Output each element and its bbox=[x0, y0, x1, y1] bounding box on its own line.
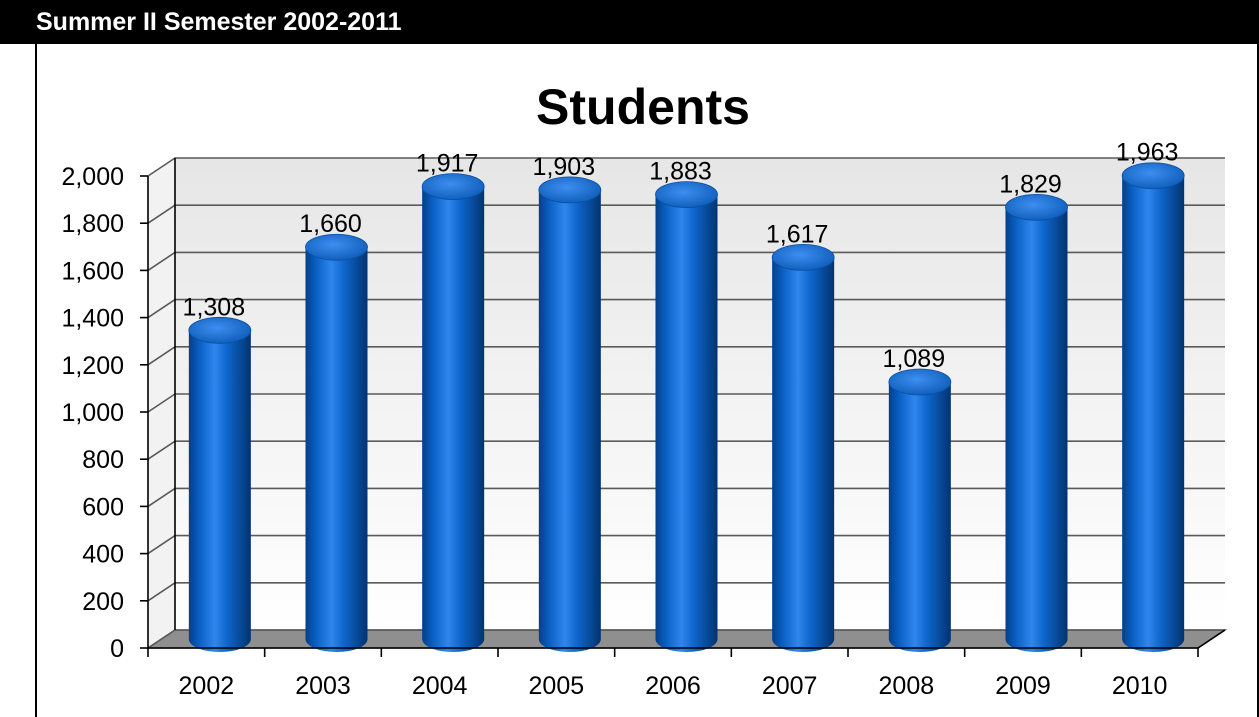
chart-title: Students bbox=[536, 79, 750, 135]
data-label: 1,660 bbox=[299, 210, 362, 238]
chart-frame bbox=[35, 44, 1259, 717]
bar bbox=[655, 181, 718, 652]
x-axis-depth-line bbox=[1197, 629, 1226, 649]
bar bbox=[1121, 162, 1185, 652]
x-tick-label: 2003 bbox=[295, 672, 351, 700]
data-label: 1,308 bbox=[183, 293, 246, 321]
y-axis: 0 200 400 600 800 1,000 1,200 1,400 1,600 1,800 2,… bbox=[61, 158, 176, 663]
bar-body bbox=[538, 189, 601, 652]
data-label: 1,917 bbox=[416, 150, 479, 178]
bar bbox=[538, 176, 602, 652]
y-tick-label: 600 bbox=[82, 493, 124, 521]
y-tick-label: 1,200 bbox=[61, 352, 124, 380]
bar-top bbox=[655, 181, 718, 209]
header-title: Summer II Semester 2002-2011 bbox=[36, 8, 402, 36]
x-tick-label: 2008 bbox=[879, 672, 935, 700]
y-tick-label: 1,800 bbox=[61, 210, 124, 238]
data-labels: 1,308 1,660 1,917 1,903 1,883 1,617 1,089 1,829… bbox=[183, 139, 1179, 373]
data-label: 1,617 bbox=[766, 220, 829, 248]
y-tick-label: 1,600 bbox=[61, 257, 124, 285]
y-tick-label: 1,400 bbox=[61, 305, 124, 333]
x-tick-label: 2006 bbox=[645, 672, 701, 700]
bar-top bbox=[771, 243, 835, 271]
data-label: 1,089 bbox=[883, 345, 946, 373]
data-label: 1,883 bbox=[649, 158, 712, 186]
bar-top bbox=[305, 233, 368, 261]
bar-body bbox=[188, 330, 251, 652]
y-tick-label: 0 bbox=[110, 635, 124, 663]
y-tick-label: 800 bbox=[82, 446, 124, 474]
bar-body bbox=[772, 257, 835, 652]
data-label: 1,963 bbox=[1116, 139, 1179, 167]
bar bbox=[305, 233, 368, 653]
bar-top bbox=[888, 368, 952, 396]
y-tick-label: 2,000 bbox=[61, 163, 124, 191]
bar-top bbox=[421, 173, 485, 200]
x-tick-label: 2004 bbox=[412, 672, 468, 700]
bars bbox=[188, 162, 1185, 653]
y-tick-label: 400 bbox=[82, 541, 124, 569]
y-tick-label: 1,000 bbox=[61, 399, 124, 427]
data-label: 1,903 bbox=[533, 153, 596, 181]
bar bbox=[888, 368, 952, 652]
bar-body bbox=[1122, 175, 1185, 652]
bar bbox=[188, 316, 252, 652]
bar-top bbox=[188, 316, 252, 344]
bar-top bbox=[538, 176, 602, 204]
bar-body bbox=[305, 247, 368, 653]
bar bbox=[1005, 193, 1068, 652]
bar-body bbox=[1005, 207, 1068, 652]
bar bbox=[771, 243, 835, 652]
x-tick-label: 2002 bbox=[179, 672, 235, 700]
bar-body bbox=[888, 381, 951, 652]
y-tick-label: 200 bbox=[82, 588, 124, 616]
bar-top bbox=[1121, 162, 1185, 190]
header-bar: Summer II Semester 2002-2011 bbox=[0, 0, 1259, 44]
x-tick-label: 2005 bbox=[529, 672, 585, 700]
x-tick-label: 2007 bbox=[762, 672, 818, 700]
bar bbox=[421, 173, 485, 652]
data-label: 1,829 bbox=[999, 170, 1062, 198]
x-tick-label: 2009 bbox=[995, 672, 1051, 700]
bar-body bbox=[422, 186, 485, 652]
x-axis: 2002 2003 2004 2005 2006 2007 2008 2009 2010 bbox=[147, 629, 1226, 700]
bar-top bbox=[1005, 193, 1068, 221]
bar-body bbox=[655, 194, 718, 652]
x-tick-label: 2010 bbox=[1112, 672, 1168, 700]
